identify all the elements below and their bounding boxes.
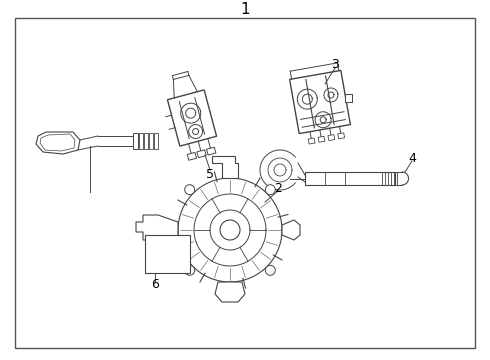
Polygon shape (187, 152, 196, 160)
Polygon shape (36, 132, 80, 154)
Text: 3: 3 (331, 58, 339, 72)
Polygon shape (168, 90, 217, 146)
Polygon shape (338, 133, 344, 139)
Bar (154, 133, 158, 149)
Polygon shape (328, 135, 335, 140)
Text: 2: 2 (274, 181, 282, 194)
Polygon shape (290, 71, 350, 134)
Text: 5: 5 (206, 167, 214, 180)
Bar (145, 235, 190, 273)
Polygon shape (207, 147, 216, 155)
Circle shape (185, 265, 195, 275)
Bar (133, 133, 138, 149)
Polygon shape (318, 136, 325, 142)
Circle shape (185, 185, 195, 195)
Bar (144, 133, 148, 149)
Circle shape (265, 185, 275, 195)
Polygon shape (197, 150, 206, 158)
Polygon shape (40, 134, 75, 151)
Polygon shape (212, 156, 238, 178)
Bar (139, 133, 143, 149)
Polygon shape (215, 282, 245, 302)
Polygon shape (308, 138, 315, 144)
Bar (345, 94, 352, 102)
Text: 4: 4 (408, 152, 416, 165)
Polygon shape (282, 220, 300, 240)
Circle shape (265, 265, 275, 275)
Bar (305, 172, 395, 185)
Text: 6: 6 (151, 279, 159, 292)
Text: 1: 1 (240, 3, 250, 18)
Bar (149, 133, 153, 149)
Circle shape (220, 220, 240, 240)
Polygon shape (136, 215, 178, 240)
